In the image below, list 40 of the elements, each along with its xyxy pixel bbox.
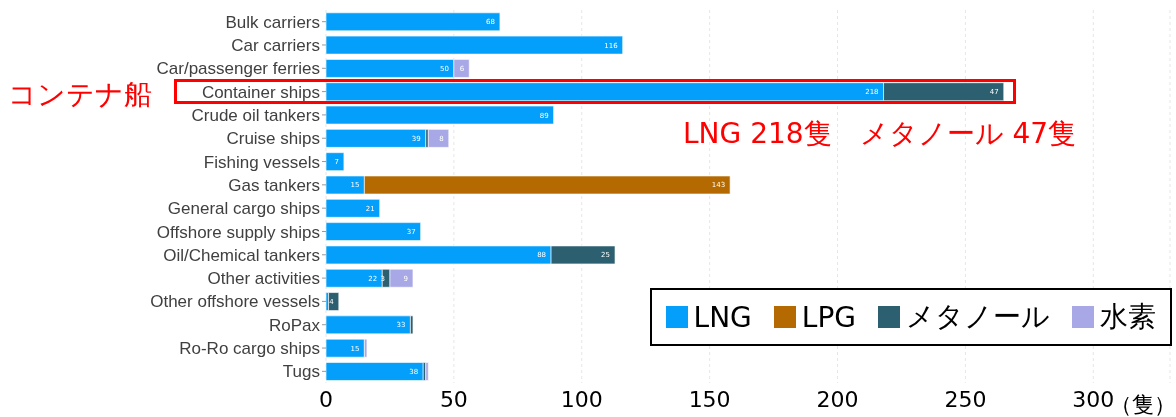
bar bbox=[326, 361, 424, 381]
bar bbox=[326, 105, 555, 125]
bar bbox=[326, 198, 381, 218]
y-tick-label: Bulk carriers bbox=[225, 12, 320, 32]
bar bbox=[326, 128, 427, 148]
bar bbox=[326, 152, 345, 172]
bar bbox=[427, 128, 450, 148]
y-tick-label: Ro-Ro cargo ships bbox=[179, 339, 320, 359]
legend-label: メタノール bbox=[906, 299, 1050, 335]
y-tick-label: Tugs bbox=[282, 362, 320, 382]
y-tick-label: RoPax bbox=[268, 315, 321, 335]
y-tick-label: Offshore supply ships bbox=[156, 222, 320, 242]
y-tick-label: Car carriers bbox=[231, 36, 320, 55]
bar bbox=[326, 35, 624, 55]
bar bbox=[328, 292, 340, 312]
y-tick-label: Crude oil tankers bbox=[191, 105, 320, 125]
legend-label: LPG bbox=[801, 300, 856, 334]
bar bbox=[326, 12, 501, 32]
y-tick-label: Other offshore vessels bbox=[150, 292, 320, 312]
x-tick-label: 150 bbox=[688, 386, 731, 412]
x-tick-label: 100 bbox=[560, 386, 603, 412]
y-tick-label: Car/passenger ferries bbox=[156, 59, 320, 79]
bar bbox=[326, 222, 422, 242]
y-tick-label: Gas tankers bbox=[228, 175, 320, 195]
y-tick-label: Oil/Chemical tankers bbox=[163, 245, 320, 265]
bar bbox=[326, 338, 365, 358]
x-tick-label: 50 bbox=[439, 386, 468, 412]
y-tick-label: Fishing vessels bbox=[203, 152, 320, 172]
y-tick-label: Container ships bbox=[201, 82, 320, 102]
x-tick-label: 250 bbox=[944, 386, 987, 412]
annotation: LNG 218隻 メタノール 47隻 bbox=[683, 116, 1077, 152]
text: コンテナ船 bbox=[8, 77, 152, 113]
bar bbox=[326, 315, 411, 335]
legend-label: 水素 bbox=[1100, 299, 1156, 335]
y-tick-label: Other activities bbox=[207, 269, 320, 289]
legend-label: LNG bbox=[693, 300, 752, 334]
y-tick-label: General cargo ships bbox=[167, 199, 320, 219]
y-tick-label: Cruise ships bbox=[226, 129, 320, 149]
x-tick-label: 200 bbox=[816, 386, 859, 412]
x-tick-label: 0 bbox=[319, 386, 333, 412]
